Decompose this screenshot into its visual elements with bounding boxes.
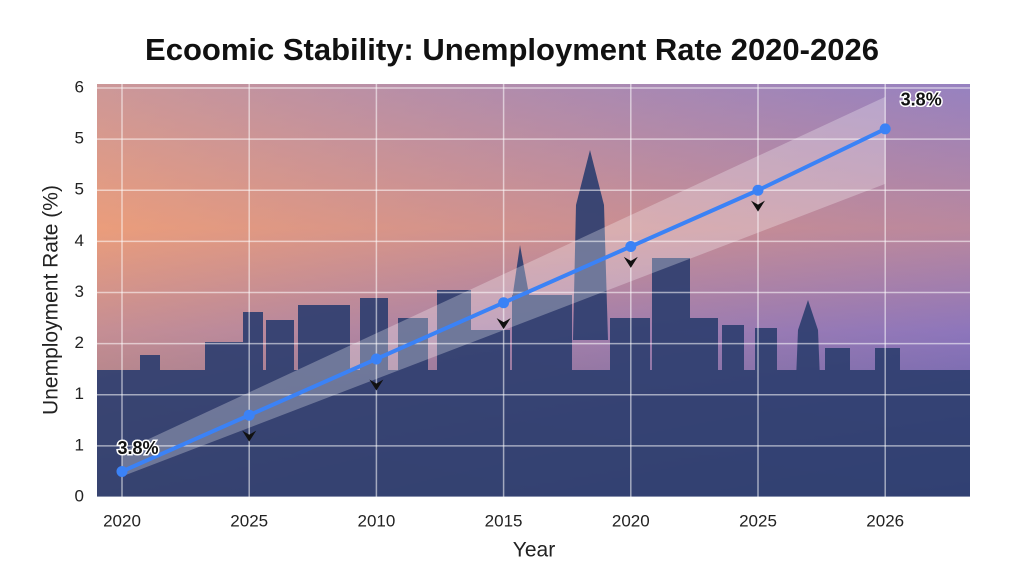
y-tick-label: 1 bbox=[75, 435, 84, 454]
confidence-band bbox=[122, 96, 886, 477]
chart-title: Ecoomic Stability: Unemployment Rate 202… bbox=[145, 32, 879, 67]
x-tick-label: 2020 bbox=[612, 511, 650, 530]
y-tick-label: 5 bbox=[75, 180, 84, 199]
x-tick-label: 2015 bbox=[485, 511, 523, 530]
y-tick-label: 2 bbox=[75, 333, 84, 352]
y-tick-label: 1 bbox=[75, 384, 84, 403]
x-tick-label: 2025 bbox=[739, 511, 777, 530]
point bbox=[243, 409, 255, 421]
marker bbox=[496, 318, 511, 330]
annotation: 3.8% bbox=[117, 438, 158, 458]
point bbox=[752, 184, 764, 196]
point bbox=[116, 465, 128, 477]
annotation: 3.8% bbox=[901, 90, 942, 110]
marker bbox=[242, 430, 257, 442]
marker bbox=[751, 200, 765, 212]
x-tick-label: 2026 bbox=[866, 511, 904, 530]
point bbox=[879, 123, 891, 135]
point bbox=[370, 353, 382, 365]
marker bbox=[369, 379, 384, 391]
y-tick-label: 6 bbox=[75, 77, 84, 96]
point bbox=[625, 240, 637, 252]
x-tick-label: 2025 bbox=[230, 511, 268, 530]
y-axis-label: Unemployment Rate (%) bbox=[40, 185, 63, 415]
y-tick-label: 3 bbox=[75, 282, 84, 301]
y-tick-label: 4 bbox=[75, 231, 84, 250]
x-tick-label: 2020 bbox=[103, 511, 141, 530]
point bbox=[498, 297, 510, 309]
marker bbox=[623, 256, 638, 268]
x-axis-label: Year bbox=[513, 539, 555, 562]
y-tick-label: 5 bbox=[75, 129, 84, 148]
y-tick-label: 0 bbox=[75, 486, 84, 505]
x-tick-label: 2010 bbox=[357, 511, 395, 530]
